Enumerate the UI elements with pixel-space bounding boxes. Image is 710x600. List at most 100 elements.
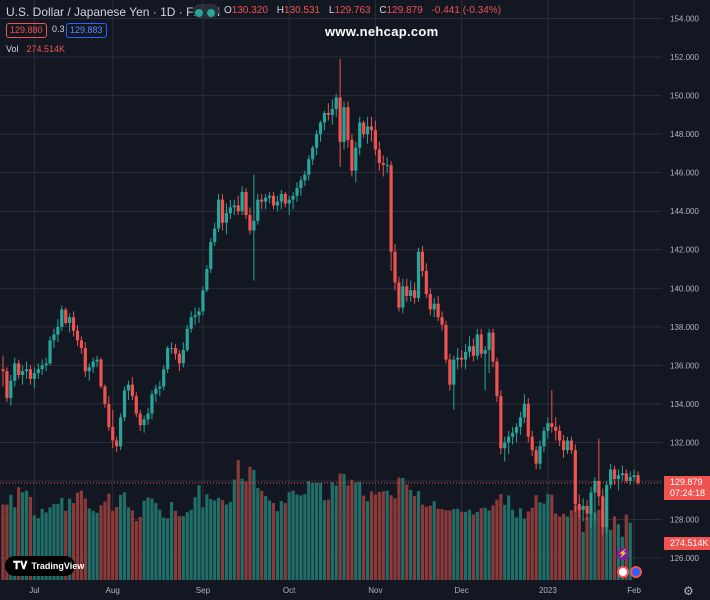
candle-body (119, 417, 123, 447)
volume-bar (538, 502, 542, 580)
volume-bar (228, 501, 232, 580)
candle-body (342, 107, 346, 142)
candle-body (24, 369, 29, 372)
candle-body (169, 348, 174, 349)
candle-body (581, 506, 585, 510)
volume-bar (330, 482, 334, 580)
candle-body (389, 164, 393, 252)
candle-body (593, 480, 597, 493)
candle-body (201, 290, 205, 312)
volume-bar (416, 491, 421, 580)
volume-legend[interactable]: Vol 274.514K (6, 44, 65, 54)
volume-bar (358, 481, 362, 580)
candle-body (460, 357, 464, 360)
sell-button[interactable]: 129.880 (6, 23, 47, 38)
ohlc-value: 129.763 (334, 5, 371, 16)
volume-bar (122, 492, 127, 580)
candle-body (303, 174, 307, 181)
volume-bar (452, 509, 456, 580)
volume-bar (558, 516, 562, 580)
volume-bar (240, 478, 244, 580)
candle-body (64, 309, 68, 323)
candle-body (311, 147, 315, 160)
volume-bar (460, 511, 464, 580)
ohlc-key: C (379, 5, 387, 16)
volume-bar (244, 481, 248, 580)
volume-bar (248, 466, 252, 580)
candle-body (542, 430, 546, 447)
market-status-indicator[interactable] (193, 4, 219, 18)
candle-body (491, 332, 495, 362)
candle-body (197, 311, 201, 316)
candle-body (483, 349, 487, 354)
candle-body (397, 282, 401, 308)
candle-body (315, 134, 319, 148)
candle-body (40, 365, 44, 370)
candle-body (83, 348, 87, 372)
candle-body (409, 290, 413, 296)
volume-bar (487, 510, 491, 580)
candle-body (424, 270, 428, 295)
candle-body (150, 394, 154, 414)
x-tick-label: Jul (29, 586, 39, 595)
volume-bar (142, 500, 146, 580)
time-axis[interactable]: Jul Aug Sep Oct Nov Dec 2023 Feb (29, 586, 641, 595)
volume-bar (507, 495, 511, 580)
candle-body (28, 369, 33, 379)
candle-body (522, 403, 526, 418)
us-event-icon[interactable] (617, 566, 629, 578)
candle-body (561, 440, 566, 451)
candle-body (228, 207, 232, 214)
volume-bar (436, 508, 440, 580)
volume-bar (201, 507, 205, 580)
gear-icon[interactable]: ⚙ (683, 584, 694, 598)
candle-body (17, 363, 21, 375)
x-tick-label: Dec (455, 586, 469, 595)
volume-bar (499, 494, 503, 580)
volume-bar (64, 510, 68, 580)
volume-bar (189, 509, 193, 580)
tradingview-logo[interactable]: 𝐓𝐕 TradingView (5, 556, 84, 576)
buy-button[interactable]: 129.883 (66, 23, 107, 38)
candle-body (354, 147, 358, 171)
candle-body (609, 469, 613, 485)
volume-bar (393, 498, 397, 580)
candle-body (413, 290, 417, 298)
market-open-dot-icon (207, 8, 215, 17)
volume-bar (232, 479, 236, 580)
candle-body (279, 193, 283, 202)
volume-bar (475, 511, 479, 580)
candle-body (538, 446, 542, 464)
candle-body (224, 213, 229, 223)
candle-body (256, 199, 260, 221)
candle-body (503, 442, 507, 449)
volume-bar (311, 482, 315, 580)
candle-body (154, 388, 158, 395)
candle-body (56, 326, 60, 335)
volume-bar (166, 518, 170, 580)
jp-event-icon[interactable] (630, 566, 642, 578)
volume-bar (428, 505, 432, 580)
candle-body (511, 432, 515, 437)
candle-body (330, 109, 334, 115)
volume-bar (87, 508, 91, 580)
volume-bar (295, 494, 299, 580)
candle-body (248, 215, 252, 231)
volume-bar (138, 517, 142, 580)
symbol-title[interactable]: U.S. Dollar / Japanese Yen · 1D · FXCM (6, 5, 220, 19)
tradingview-label: TradingView (31, 561, 85, 571)
spread-value: 0.3 (52, 24, 65, 34)
volume-bar (546, 494, 550, 580)
volume-bar (260, 490, 264, 580)
candle-body (534, 450, 538, 464)
candle-body (1, 369, 5, 372)
volume-bar (628, 522, 632, 580)
candle-body (260, 199, 264, 202)
candle-body (420, 251, 425, 271)
candle-body (605, 484, 609, 528)
volume-bar (307, 481, 311, 580)
volume-bar (373, 494, 377, 580)
volume-bar (597, 509, 601, 580)
lightning-event-icon[interactable]: ⚡ (617, 548, 629, 560)
